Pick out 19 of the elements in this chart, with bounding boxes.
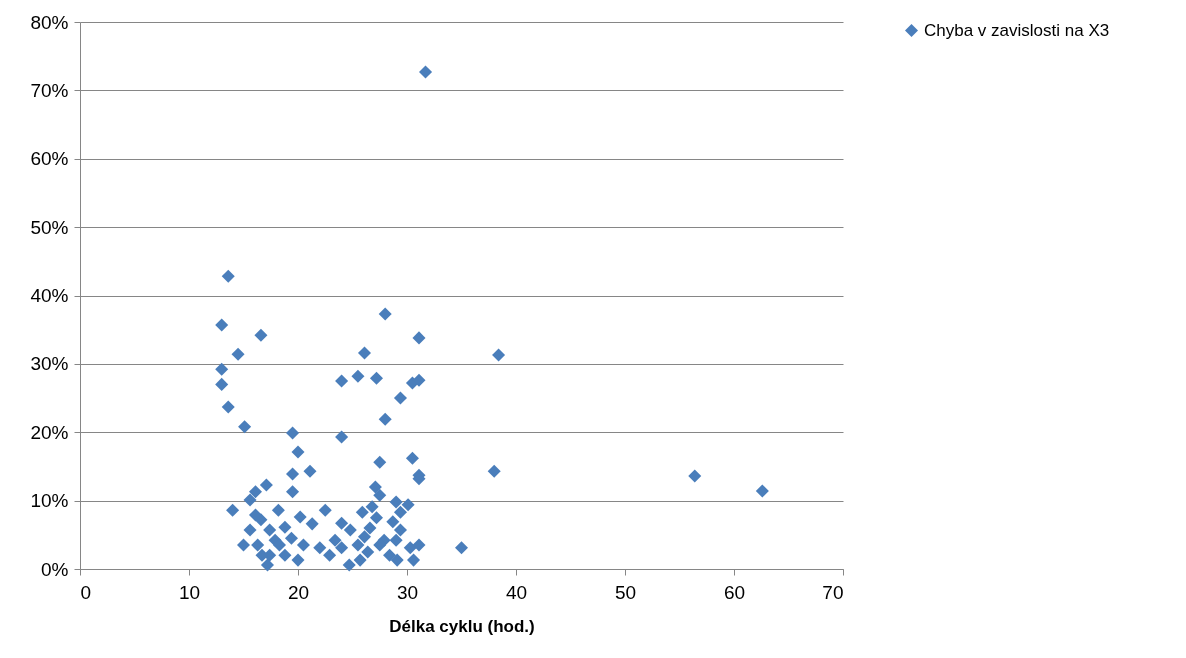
y-tick-label: 60% bbox=[30, 148, 69, 170]
x-tick-label: 10 bbox=[178, 581, 201, 603]
y-tick-label: 70% bbox=[30, 79, 69, 101]
y-tick-label: 0% bbox=[41, 558, 69, 580]
y-tick-label: 80% bbox=[30, 11, 69, 33]
y-tick-label: 50% bbox=[30, 216, 69, 238]
y-tick-label: 10% bbox=[30, 490, 69, 512]
x-tick-label: 30 bbox=[396, 581, 419, 603]
x-tick-label: 60 bbox=[723, 581, 746, 603]
x-tick-label: 20 bbox=[287, 581, 310, 603]
legend-label: Chyba v zavislosti na X3 bbox=[924, 20, 1110, 40]
y-tick-label: 40% bbox=[30, 285, 69, 306]
y-tick-label: 20% bbox=[30, 421, 69, 443]
x-axis-title: Délka cyklu (hod.) bbox=[389, 616, 535, 636]
x-tick-label: 0 bbox=[80, 581, 92, 603]
x-tick-label: 40 bbox=[505, 581, 528, 603]
x-tick-label: 70 bbox=[822, 581, 844, 603]
x-tick-label: 50 bbox=[614, 581, 637, 603]
y-tick-label: 30% bbox=[30, 353, 69, 375]
